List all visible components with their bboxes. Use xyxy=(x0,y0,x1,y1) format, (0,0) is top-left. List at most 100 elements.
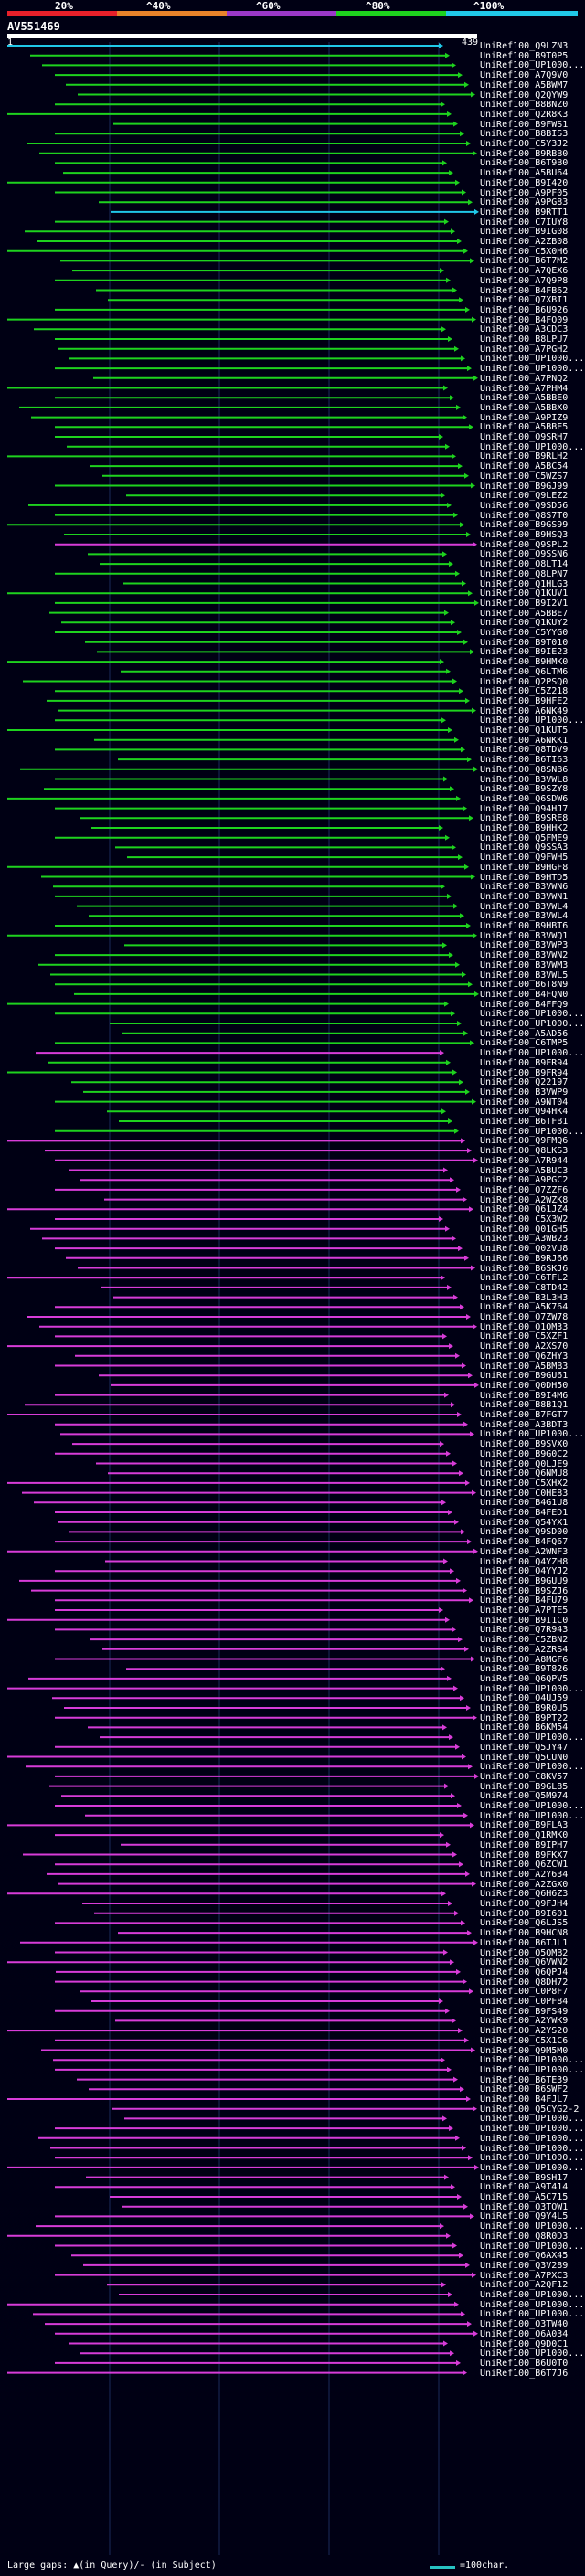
hit-label[interactable]: UniRef100_Q02VU8 xyxy=(480,1244,569,1255)
hit-label[interactable]: UniRef100_UP1000... xyxy=(480,60,585,71)
hit-label[interactable]: UniRef100_A7Q9P8 xyxy=(480,275,569,286)
hit-label[interactable]: UniRef100_Q8LKS3 xyxy=(480,1146,569,1157)
hit-label[interactable]: UniRef100_UP1000... xyxy=(480,364,585,375)
hit-label[interactable]: UniRef100_B9IE23 xyxy=(480,647,569,658)
hit-label[interactable]: UniRef100_B4G1U8 xyxy=(480,1498,569,1509)
hit-label[interactable]: UniRef100_B3VWP9 xyxy=(480,1087,569,1097)
hit-label[interactable]: UniRef100_B9I2V1 xyxy=(480,598,569,609)
hit-label[interactable]: UniRef100_A7PGH2 xyxy=(480,344,569,355)
hit-label[interactable]: UniRef100_Q6LJS5 xyxy=(480,1918,569,1929)
hit-label[interactable]: UniRef100_A9PGC2 xyxy=(480,1175,569,1186)
hit-label[interactable]: UniRef100_UP1000... xyxy=(480,2055,585,2066)
hit-label[interactable]: UniRef100_B9I601 xyxy=(480,1908,569,1919)
hit-label[interactable]: UniRef100_B9GL85 xyxy=(480,1781,569,1792)
hit-label[interactable]: UniRef100_C5Y3J2 xyxy=(480,139,569,149)
hit-label[interactable]: UniRef100_Q8LT14 xyxy=(480,559,569,570)
hit-label[interactable]: UniRef100_B9RBB0 xyxy=(480,148,569,159)
hit-label[interactable]: UniRef100_B9R0U5 xyxy=(480,1703,569,1713)
hit-label[interactable]: UniRef100_Q6LTM6 xyxy=(480,666,569,677)
hit-label[interactable]: UniRef100_B4FFQ9 xyxy=(480,999,569,1010)
hit-label[interactable]: UniRef100_B6KM54 xyxy=(480,1723,569,1733)
hit-label[interactable]: UniRef100_B9FR94 xyxy=(480,1057,569,1068)
hit-label[interactable]: UniRef100_A2QF12 xyxy=(480,2280,569,2291)
hit-label[interactable]: UniRef100_A9PG83 xyxy=(480,197,569,208)
hit-label[interactable]: UniRef100_UP1000... xyxy=(480,716,585,726)
hit-label[interactable]: UniRef100_UP1000... xyxy=(480,1019,585,1029)
hit-label[interactable]: UniRef100_A5BBE0 xyxy=(480,393,569,404)
hit-label[interactable]: UniRef100_B9I4M6 xyxy=(480,1390,569,1401)
hit-label[interactable]: UniRef100_B6T9B0 xyxy=(480,158,569,169)
hit-label[interactable]: UniRef100_B6T8N9 xyxy=(480,980,569,991)
hit-label[interactable]: UniRef100_UP1000... xyxy=(480,1810,585,1821)
hit-label[interactable]: UniRef100_Q1KUT5 xyxy=(480,726,569,736)
hit-label[interactable]: UniRef100_Q8S7T0 xyxy=(480,510,569,521)
hit-label[interactable]: UniRef100_Q1KUY2 xyxy=(480,618,569,629)
hit-label[interactable]: UniRef100_Q7R943 xyxy=(480,1625,569,1636)
hit-label[interactable]: UniRef100_B8BNZ0 xyxy=(480,100,569,111)
hit-label[interactable]: UniRef100_Q9LEZ2 xyxy=(480,491,569,502)
hit-label[interactable]: UniRef100_B8LPU7 xyxy=(480,334,569,345)
hit-label[interactable]: UniRef100_B4FQ09 xyxy=(480,314,569,325)
hit-label[interactable]: UniRef100_C5X1C6 xyxy=(480,2035,569,2046)
hit-label[interactable]: UniRef100_Q0LJE9 xyxy=(480,1458,569,1469)
hit-label[interactable]: UniRef100_UP1000... xyxy=(480,1429,585,1440)
hit-label[interactable]: UniRef100_A3CDC3 xyxy=(480,324,569,335)
hit-label[interactable]: UniRef100_Q5JY47 xyxy=(480,1742,569,1753)
hit-label[interactable]: UniRef100_C6TFL2 xyxy=(480,1273,569,1284)
hit-label[interactable]: UniRef100_UP1000... xyxy=(480,1801,585,1811)
hit-label[interactable]: UniRef100_B6TFB1 xyxy=(480,1117,569,1127)
hit-label[interactable]: UniRef100_C5XZF1 xyxy=(480,1331,569,1342)
hit-label[interactable]: UniRef100_Q94HJ7 xyxy=(480,803,569,814)
hit-label[interactable]: UniRef100_Q1QM33 xyxy=(480,1321,569,1332)
hit-label[interactable]: UniRef100_Q9FJH4 xyxy=(480,1899,569,1909)
hit-label[interactable]: UniRef100_B4FQ67 xyxy=(480,1537,569,1548)
hit-label[interactable]: UniRef100_Q9FMQ6 xyxy=(480,1136,569,1147)
hit-label[interactable]: UniRef100_A7PXC3 xyxy=(480,2270,569,2281)
hit-label[interactable]: UniRef100_UP1000... xyxy=(480,1733,585,1744)
hit-label[interactable]: UniRef100_B6TE39 xyxy=(480,2074,569,2085)
hit-label[interactable]: UniRef100_B9HTD5 xyxy=(480,872,569,883)
hit-label[interactable]: UniRef100_UP1000... xyxy=(480,2162,585,2173)
hit-label[interactable]: UniRef100_B3VWP3 xyxy=(480,940,569,951)
hit-label[interactable]: UniRef100_Q6H6Z3 xyxy=(480,1889,569,1900)
hit-label[interactable]: UniRef100_UP1000... xyxy=(480,2153,585,2164)
hit-label[interactable]: UniRef100_B3VWQ1 xyxy=(480,930,569,941)
hit-label[interactable]: UniRef100_UP1000... xyxy=(480,1126,585,1137)
hit-label[interactable]: UniRef100_B9RLH2 xyxy=(480,451,569,462)
hit-label[interactable]: UniRef100_B9FS49 xyxy=(480,2006,569,2017)
hit-label[interactable]: UniRef100_Q9M5M0 xyxy=(480,2045,569,2056)
hit-label[interactable]: UniRef100_B9HFE2 xyxy=(480,695,569,706)
hit-label[interactable]: UniRef100_A2ZGX0 xyxy=(480,1879,569,1890)
hit-label[interactable]: UniRef100_Q9D0C1 xyxy=(480,2338,569,2349)
hit-label[interactable]: UniRef100_A5BBE5 xyxy=(480,422,569,433)
hit-label[interactable]: UniRef100_A7QEX6 xyxy=(480,266,569,277)
hit-label[interactable]: UniRef100_A2ZB08 xyxy=(480,237,569,247)
hit-label[interactable]: UniRef100_B3VWL8 xyxy=(480,774,569,785)
hit-label[interactable]: UniRef100_Q54YX1 xyxy=(480,1517,569,1528)
hit-label[interactable]: UniRef100_B3VWN1 xyxy=(480,891,569,902)
hit-label[interactable]: UniRef100_B9RJ66 xyxy=(480,1253,569,1264)
hit-label[interactable]: UniRef100_Q5CUN0 xyxy=(480,1752,569,1763)
hit-label[interactable]: UniRef100_B6TI63 xyxy=(480,755,569,766)
hit-label[interactable]: UniRef100_A7PHM4 xyxy=(480,383,569,394)
hit-label[interactable]: UniRef100_Q8TDV9 xyxy=(480,745,569,756)
hit-label[interactable]: UniRef100_A5BMB3 xyxy=(480,1361,569,1372)
hit-label[interactable]: UniRef100_Q2QYW9 xyxy=(480,90,569,101)
hit-label[interactable]: UniRef100_C6TMP5 xyxy=(480,1038,569,1049)
hit-label[interactable]: UniRef100_Q5FME9 xyxy=(480,832,569,843)
hit-label[interactable]: UniRef100_Q3V289 xyxy=(480,2260,569,2271)
hit-label[interactable]: UniRef100_UP1000... xyxy=(480,2124,585,2135)
hit-label[interactable]: UniRef100_Q6VWN2 xyxy=(480,1957,569,1968)
hit-label[interactable]: UniRef100_B6U926 xyxy=(480,304,569,315)
hit-label[interactable]: UniRef100_B9I420 xyxy=(480,177,569,188)
hit-label[interactable]: UniRef100_UP1000... xyxy=(480,2064,585,2075)
hit-label[interactable]: UniRef100_B9GUU9 xyxy=(480,1575,569,1586)
hit-label[interactable]: UniRef100_C5X0H6 xyxy=(480,246,569,257)
hit-label[interactable]: UniRef100_C5Z218 xyxy=(480,686,569,697)
hit-label[interactable]: UniRef100_A5BBX0 xyxy=(480,402,569,413)
hit-label[interactable]: UniRef100_A5BUC3 xyxy=(480,1165,569,1176)
hit-label[interactable]: UniRef100_C8KV57 xyxy=(480,1771,569,1782)
hit-label[interactable]: UniRef100_Q9SD00 xyxy=(480,1527,569,1538)
hit-label[interactable]: UniRef100_B9SZY8 xyxy=(480,784,569,795)
hit-label[interactable]: UniRef100_B9HCN8 xyxy=(480,1928,569,1939)
